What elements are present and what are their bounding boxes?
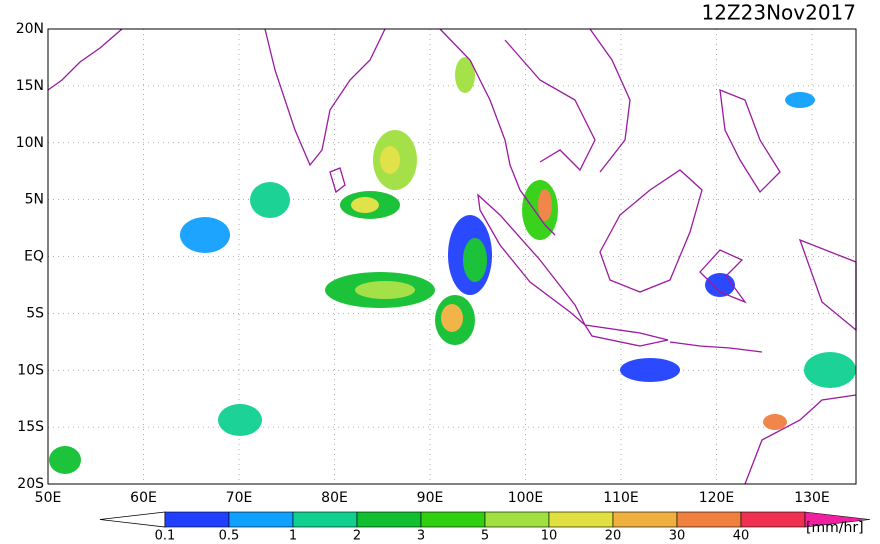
colorbar-label: 10: [541, 529, 558, 544]
rain-area: [355, 281, 415, 299]
rain-area: [763, 414, 787, 430]
lon-label: 60E: [130, 490, 157, 506]
colorbar-label: 20: [605, 529, 622, 544]
colorbar-label: 5: [481, 529, 489, 544]
colorbar-swatch: [228, 511, 294, 528]
precipitation: [49, 57, 856, 474]
coastline: [699, 249, 747, 304]
lon-label: 80E: [321, 490, 348, 506]
coastline: [264, 28, 386, 167]
rain-area: [463, 238, 487, 282]
lat-label: 5N: [25, 192, 44, 208]
lon-label: 50E: [35, 490, 62, 506]
grid: [48, 29, 856, 484]
rain-area: [380, 146, 400, 174]
lon-label: 120E: [699, 490, 735, 506]
map-title: 12Z23Nov2017: [701, 1, 856, 25]
coastline: [669, 341, 763, 353]
map-frame: [47, 28, 857, 485]
colorbar-label: 0.1: [155, 529, 176, 544]
colorbar-swatch: [612, 511, 678, 528]
colorbar-label: 3: [417, 529, 425, 544]
coastline: [599, 169, 703, 293]
lon-label: 70E: [226, 490, 253, 506]
lat-label: 15N: [16, 78, 44, 94]
coastline: [477, 193, 586, 326]
lat-label: 10N: [16, 135, 44, 151]
coastlines: [47, 28, 857, 485]
lon-label: 100E: [508, 490, 544, 506]
coastline: [504, 39, 596, 172]
colorbar-swatch: [356, 511, 422, 528]
coastline: [744, 394, 857, 485]
colorbar-swatch: [484, 511, 550, 528]
colorbar-over: [804, 511, 871, 528]
colorbar-label: 2: [353, 529, 361, 544]
colorbar: 0.1 0.5 1 2 3 5 10 20 30 40: [99, 511, 871, 544]
colorbar-swatch: [548, 511, 614, 528]
rain-area: [218, 404, 262, 436]
rain-area: [620, 358, 680, 382]
coastline: [47, 28, 123, 91]
colorbar-swatch: [420, 511, 486, 528]
colorbar-swatch: [740, 511, 806, 528]
lat-label: 5S: [26, 305, 44, 321]
coastline: [329, 167, 346, 194]
lon-label: 110E: [603, 490, 639, 506]
rain-area: [785, 92, 815, 108]
colorbar-label: 40: [733, 529, 750, 544]
rain-area: [49, 446, 81, 474]
rain-area: [705, 273, 735, 297]
rain-area: [180, 217, 230, 253]
colorbar-swatch: [164, 511, 230, 528]
lon-label: 130E: [794, 490, 830, 506]
colorbar-label: 30: [669, 529, 686, 544]
map-area: [47, 28, 857, 485]
rain-area: [455, 57, 475, 93]
lat-label: 20N: [16, 21, 44, 37]
lat-label: EQ: [24, 249, 44, 265]
colorbar-label: 0.5: [219, 529, 240, 544]
lon-label: 90E: [417, 490, 444, 506]
colorbar-swatch: [676, 511, 742, 528]
rain-area: [538, 189, 552, 221]
rain-area: [804, 352, 856, 388]
lat-label: 10S: [17, 362, 44, 378]
colorbar-under: [99, 511, 166, 528]
colorbar-swatch: [292, 511, 358, 528]
rain-area: [250, 182, 290, 218]
colorbar-unit: [mm/hr]: [806, 520, 864, 536]
coastline: [583, 324, 669, 347]
colorbar-label: 1: [289, 529, 297, 544]
rain-area: [351, 197, 379, 213]
lat-label: 15S: [17, 419, 44, 435]
coastline: [719, 88, 781, 194]
coastline: [589, 28, 631, 173]
coastline: [439, 28, 556, 236]
lat-label: 20S: [17, 476, 44, 492]
rain-area: [441, 304, 463, 332]
